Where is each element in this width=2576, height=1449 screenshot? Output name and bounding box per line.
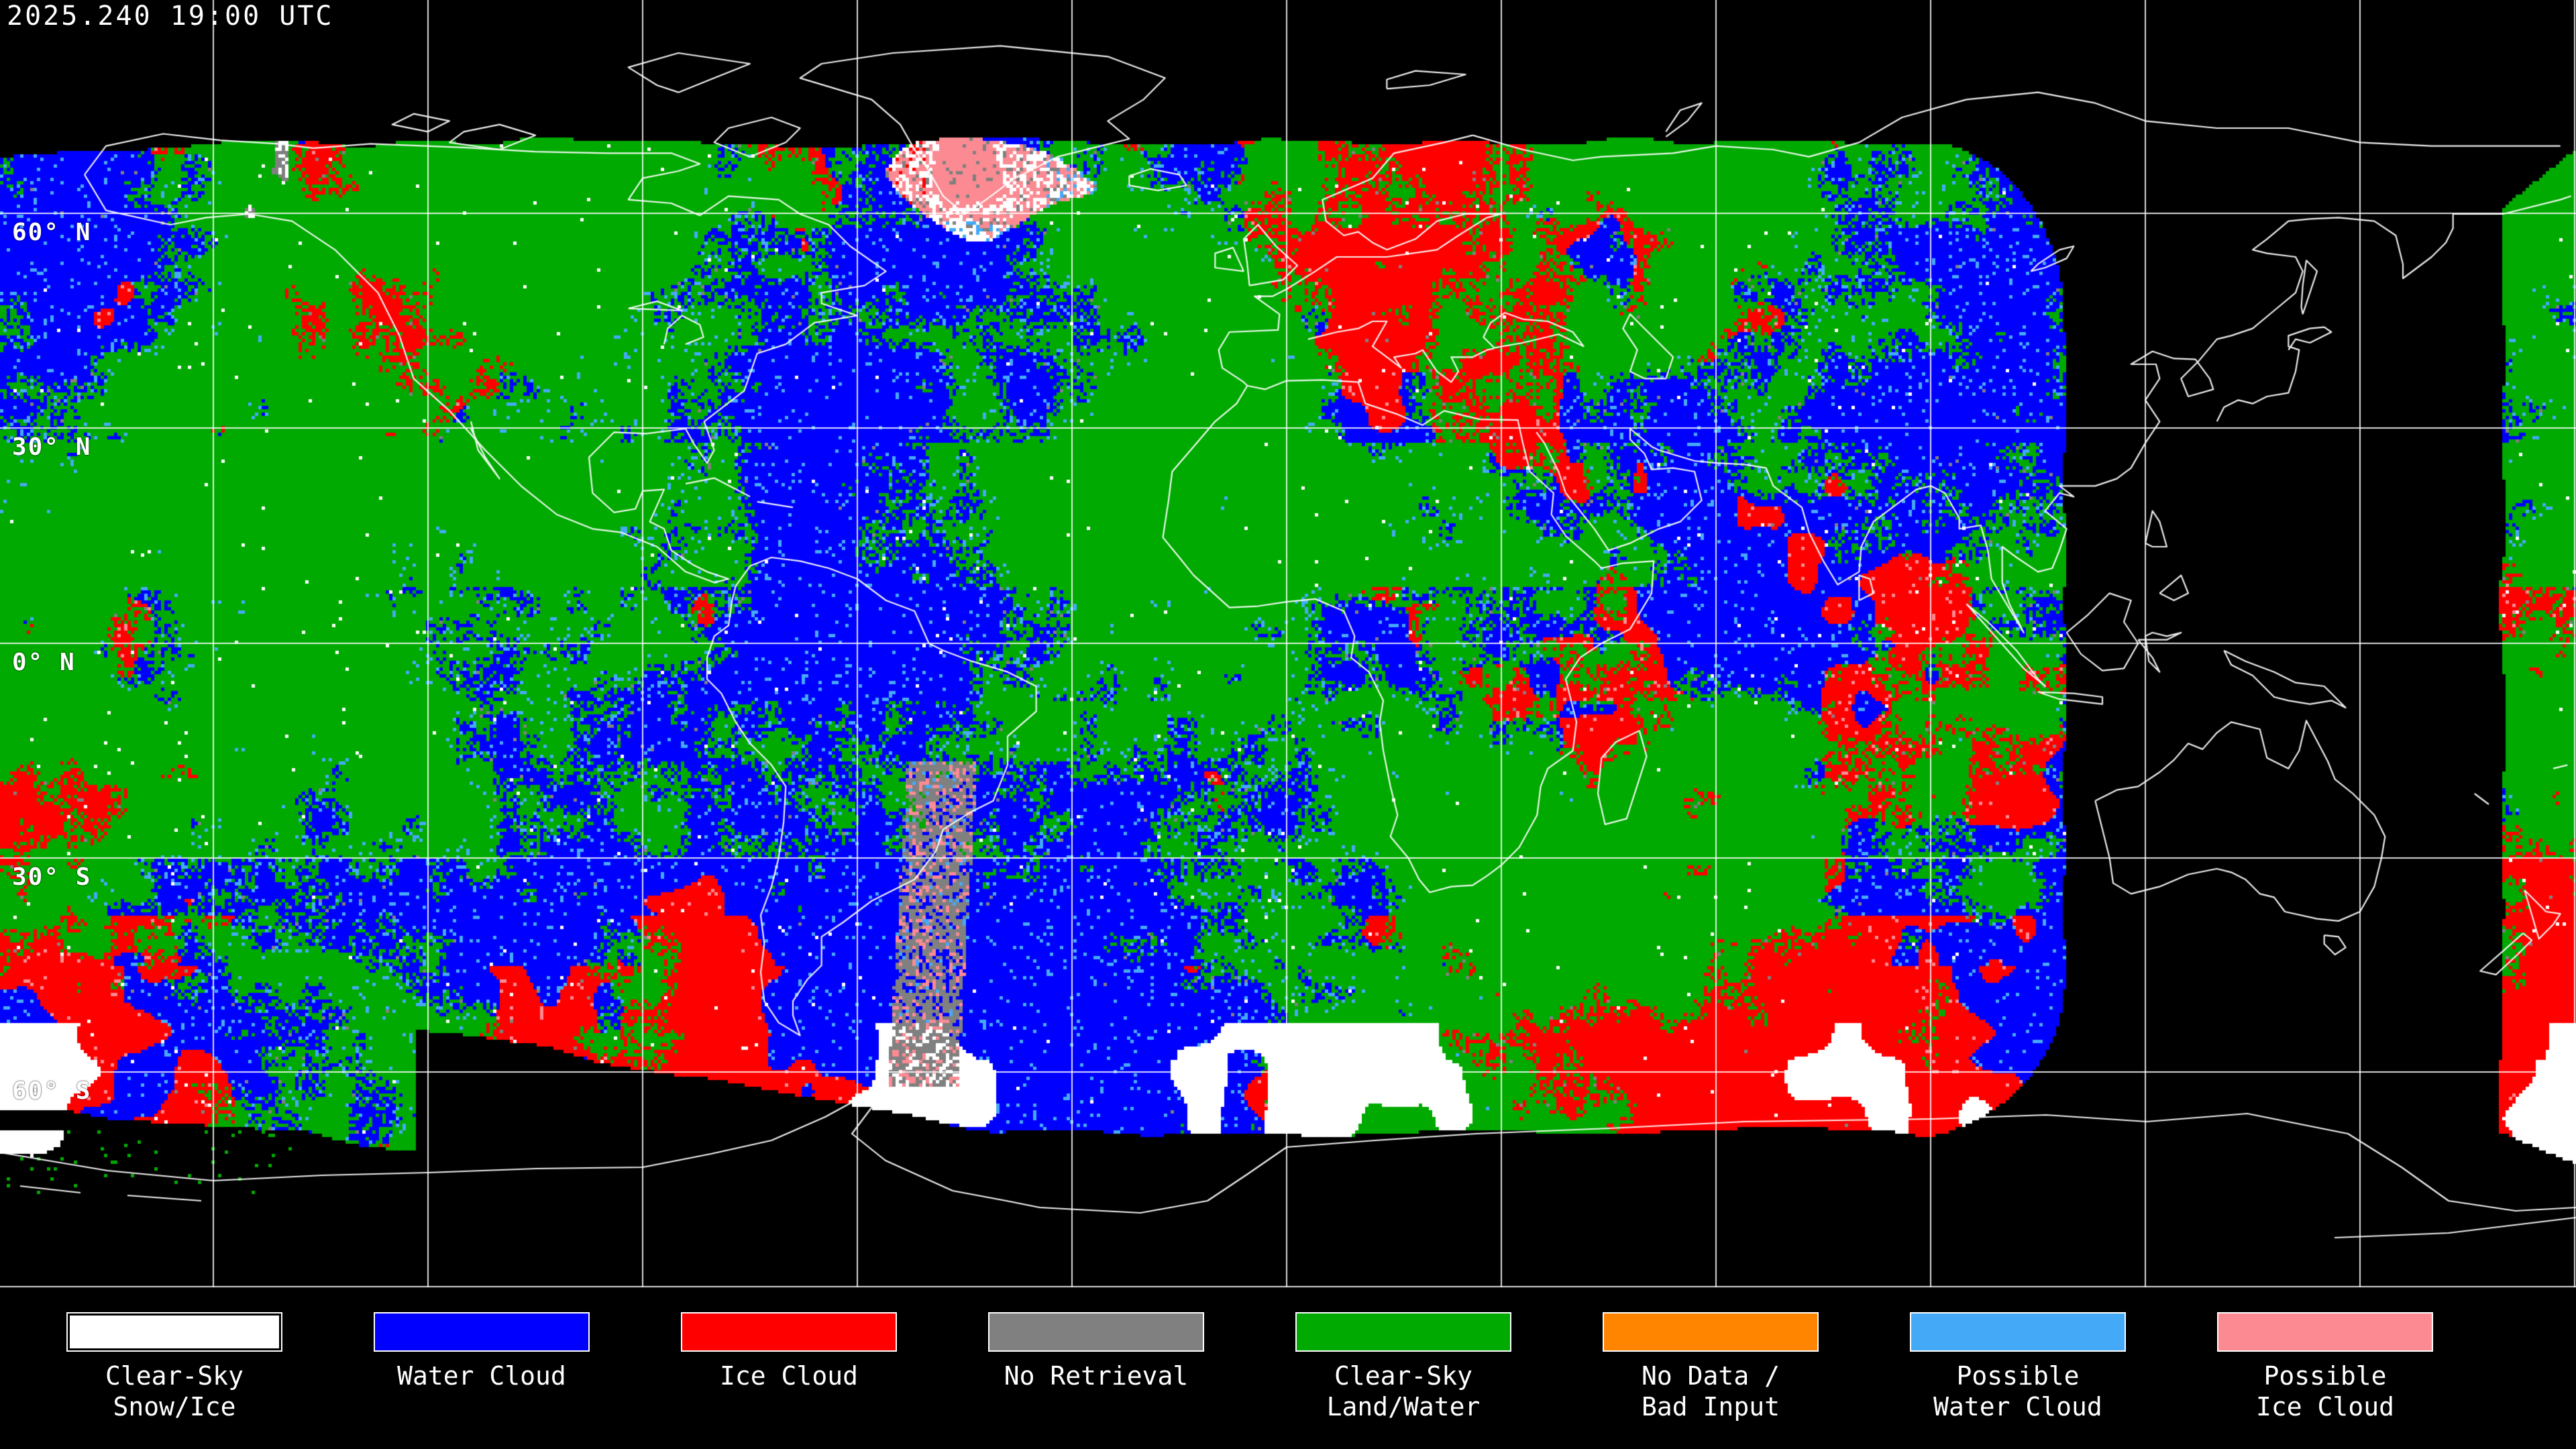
lat-label-60S: 60° S [12,1077,92,1105]
timestamp-label: 2025.240 19:00 UTC [7,1,334,32]
legend-swatch-clear_sky_snow_ice [66,1312,282,1352]
legend-swatch-ice_cloud [681,1312,897,1352]
legend-label-water_cloud: Water Cloud [397,1361,566,1391]
legend-swatch-possible_ice_cloud [2217,1312,2433,1352]
legend-swatch-no_data_bad_input [1603,1312,1819,1352]
legend-label-possible_water_cloud: Possible Water Cloud [1933,1361,2102,1421]
legend-swatch-clear_sky_land_water [1295,1312,1511,1352]
legend: Clear-Sky Snow/Ice Water Cloud Ice Cloud No… [0,1293,2576,1449]
legend-swatch-possible_water_cloud [1910,1312,2126,1352]
legend-label-clear_sky_land_water: Clear-Sky Land/Water [1326,1361,1481,1421]
legend-label-clear_sky_snow_ice: Clear-Sky Snow/Ice [105,1361,244,1421]
legend-swatch-water_cloud [374,1312,590,1352]
legend-label-no_data_bad_input: No Data / Bad Input [1642,1361,1780,1421]
legend-label-ice_cloud: Ice Cloud [720,1361,858,1391]
legend-swatch-no_retrieval [988,1312,1204,1352]
map-canvas [0,0,2576,1291]
lat-label-60N: 60° N [12,219,92,246]
lat-label-30S: 30° S [12,863,92,891]
legend-label-no_retrieval: No Retrieval [1004,1361,1189,1391]
legend-label-possible_ice_cloud: Possible Ice Cloud [2256,1361,2394,1421]
lat-label-30N: 30° N [12,433,92,461]
lat-label-0N: 0° N [12,649,76,676]
